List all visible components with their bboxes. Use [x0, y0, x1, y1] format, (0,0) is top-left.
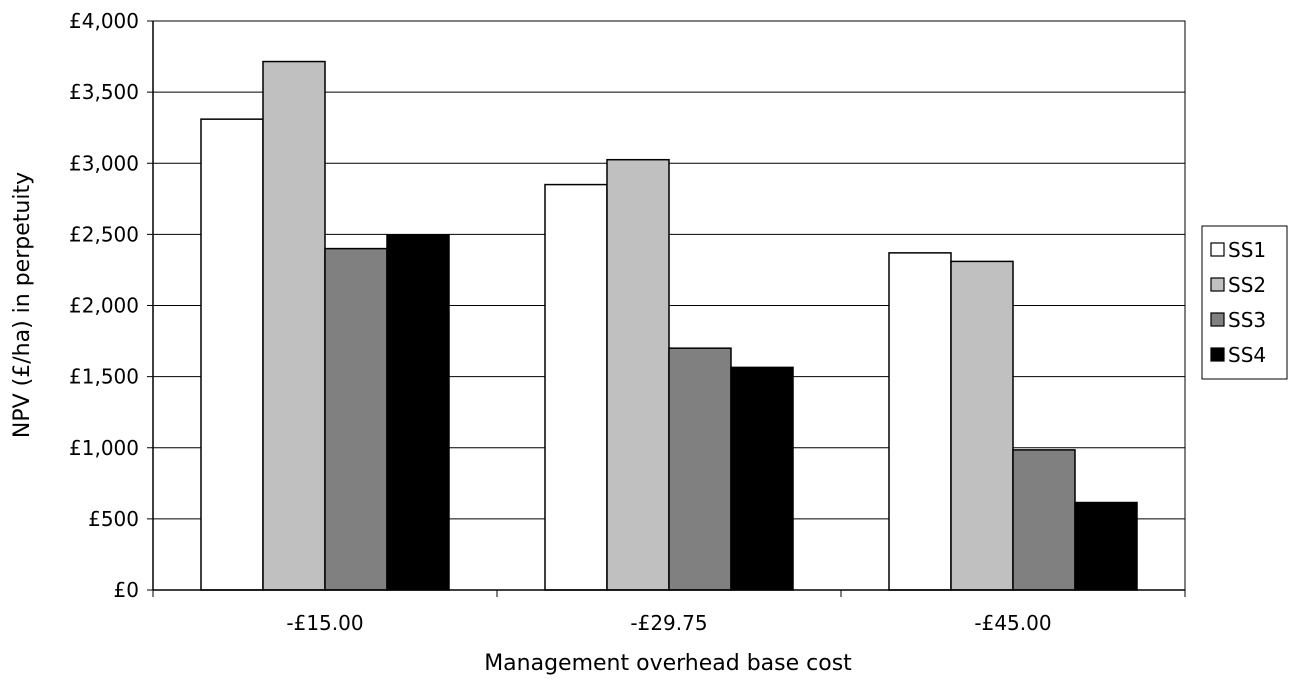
- bar-ss2: [262, 60, 326, 591]
- y-tick-label: £1,500: [69, 365, 139, 389]
- bar-ss4: [1074, 501, 1138, 591]
- x-tick-label: -£29.75: [630, 611, 707, 635]
- y-tick-label: £3,500: [69, 80, 139, 104]
- bar-ss1: [888, 252, 952, 591]
- y-tick-label: £2,500: [69, 222, 139, 246]
- bar-ss4: [386, 234, 450, 591]
- legend-label-ss2: SS2: [1228, 273, 1266, 297]
- bar-ss3: [1012, 449, 1076, 591]
- legend-label-ss1: SS1: [1228, 238, 1266, 262]
- y-tick-label: £500: [88, 507, 139, 531]
- bars: [200, 60, 1138, 591]
- bar-ss2: [606, 158, 670, 591]
- y-axis-title: NPV (£/ha) in perpetuity: [10, 172, 35, 438]
- legend-swatch-ss4: [1210, 347, 1225, 362]
- y-tick-label: £4,000: [69, 9, 139, 33]
- legend-label-ss3: SS3: [1228, 308, 1266, 332]
- y-tick-label: £1,000: [69, 436, 139, 460]
- x-axis-ticks: -£15.00 -£29.75 -£45.00: [152, 590, 1186, 635]
- y-axis-ticks: £0 £500 £1,000 £1,500 £2,000 £2,500 £3,000 £3,5…: [69, 9, 153, 602]
- legend-swatch-ss2: [1210, 277, 1225, 292]
- bar-ss1: [200, 118, 264, 591]
- legend-label-ss4: SS4: [1228, 343, 1266, 367]
- legend: SS1 SS2 SS3 SS4: [1201, 225, 1288, 380]
- bar-ss3: [324, 247, 388, 591]
- x-axis-title: Management overhead base cost: [484, 651, 852, 676]
- bar-ss3: [668, 347, 732, 591]
- y-tick-label: £0: [114, 578, 139, 602]
- bar-ss2: [950, 260, 1014, 591]
- legend-swatch-ss1: [1210, 242, 1225, 257]
- legend-swatch-ss3: [1210, 312, 1225, 327]
- y-tick-label: £2,000: [69, 294, 139, 318]
- bar-ss4: [730, 366, 794, 591]
- bar-ss1: [544, 183, 608, 591]
- x-tick-label: -£15.00: [286, 611, 363, 635]
- y-tick-label: £3,000: [69, 151, 139, 175]
- x-tick-label: -£45.00: [974, 611, 1051, 635]
